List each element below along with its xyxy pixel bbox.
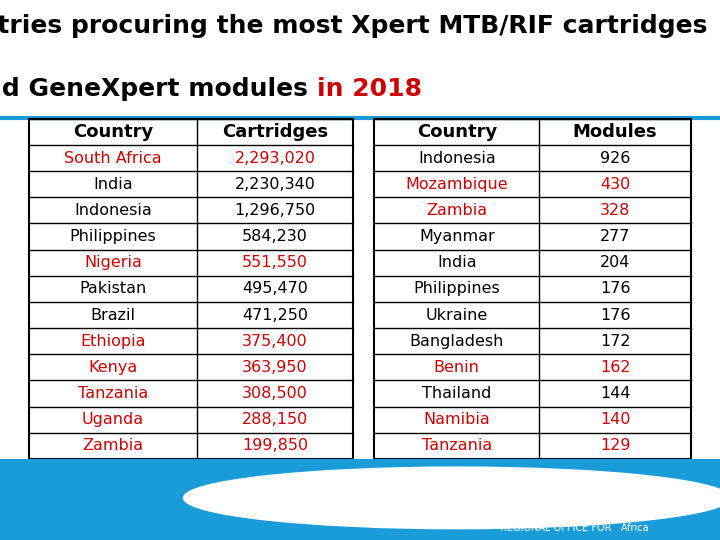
Text: 495,470: 495,470	[242, 281, 308, 296]
Text: Kenya: Kenya	[89, 360, 138, 375]
Text: 363,950: 363,950	[242, 360, 308, 375]
Text: 176: 176	[600, 308, 631, 322]
Text: Pakistan: Pakistan	[79, 281, 147, 296]
Text: 926: 926	[600, 151, 630, 166]
Text: Bangladesh: Bangladesh	[410, 334, 504, 349]
Text: 584,230: 584,230	[242, 229, 308, 244]
Text: 144: 144	[600, 386, 631, 401]
Text: South Africa: South Africa	[64, 151, 162, 166]
Text: 1,296,750: 1,296,750	[235, 203, 315, 218]
Text: Benin: Benin	[434, 360, 480, 375]
Text: Tanzania: Tanzania	[78, 386, 148, 401]
Text: Modules: Modules	[573, 123, 657, 141]
Text: REGIONAL OFFICE FOR   Africa: REGIONAL OFFICE FOR Africa	[500, 523, 649, 533]
Text: 328: 328	[600, 203, 630, 218]
Text: Mozambique: Mozambique	[405, 177, 508, 192]
Text: Indonesia: Indonesia	[418, 151, 495, 166]
Text: Data: Cepheid: Data: Cepheid	[618, 462, 698, 472]
Bar	[29, 119, 353, 459]
Text: Ethiopia: Ethiopia	[81, 334, 145, 349]
Text: Namibia: Namibia	[423, 412, 490, 427]
Text: Myanmar: Myanmar	[419, 229, 495, 244]
Text: and GeneXpert modules: and GeneXpert modules	[0, 77, 317, 101]
Text: Philippines: Philippines	[70, 229, 156, 244]
Text: 2,293,020: 2,293,020	[235, 151, 315, 166]
Text: Indonesia: Indonesia	[74, 203, 152, 218]
Text: Tanzania: Tanzania	[422, 438, 492, 454]
Text: 277: 277	[600, 229, 630, 244]
Text: 129: 129	[600, 438, 631, 454]
Text: 2,230,340: 2,230,340	[235, 177, 315, 192]
Text: Countries procuring the most Xpert MTB/RIF cartridges: Countries procuring the most Xpert MTB/R…	[0, 14, 708, 38]
Text: Cartridges: Cartridges	[222, 123, 328, 141]
Text: in 2018: in 2018	[317, 77, 422, 101]
Text: 140: 140	[600, 412, 631, 427]
Circle shape	[184, 467, 720, 529]
Text: Ukraine: Ukraine	[426, 308, 488, 322]
Text: Zambia: Zambia	[83, 438, 143, 454]
Text: 551,550: 551,550	[242, 255, 308, 270]
Text: World Health: World Health	[500, 472, 633, 491]
Text: 471,250: 471,250	[242, 308, 308, 322]
Text: 204: 204	[600, 255, 630, 270]
Text: India: India	[437, 255, 477, 270]
Text: Uganda: Uganda	[82, 412, 144, 427]
Text: Country: Country	[417, 123, 497, 141]
Text: Nigeria: Nigeria	[84, 255, 142, 270]
Text: Philippines: Philippines	[413, 281, 500, 296]
Text: 162: 162	[600, 360, 631, 375]
Bar	[374, 119, 691, 459]
Text: 430: 430	[600, 177, 630, 192]
Text: 375,400: 375,400	[242, 334, 308, 349]
Text: 176: 176	[600, 281, 631, 296]
Text: 308,500: 308,500	[242, 386, 308, 401]
Text: 288,150: 288,150	[242, 412, 308, 427]
Text: Brazil: Brazil	[91, 308, 135, 322]
Text: Country: Country	[73, 123, 153, 141]
Text: India: India	[93, 177, 133, 192]
Text: Zambia: Zambia	[426, 203, 487, 218]
Text: Thailand: Thailand	[422, 386, 492, 401]
Text: Organization: Organization	[500, 497, 631, 515]
Text: 172: 172	[600, 334, 631, 349]
Text: 199,850: 199,850	[242, 438, 308, 454]
